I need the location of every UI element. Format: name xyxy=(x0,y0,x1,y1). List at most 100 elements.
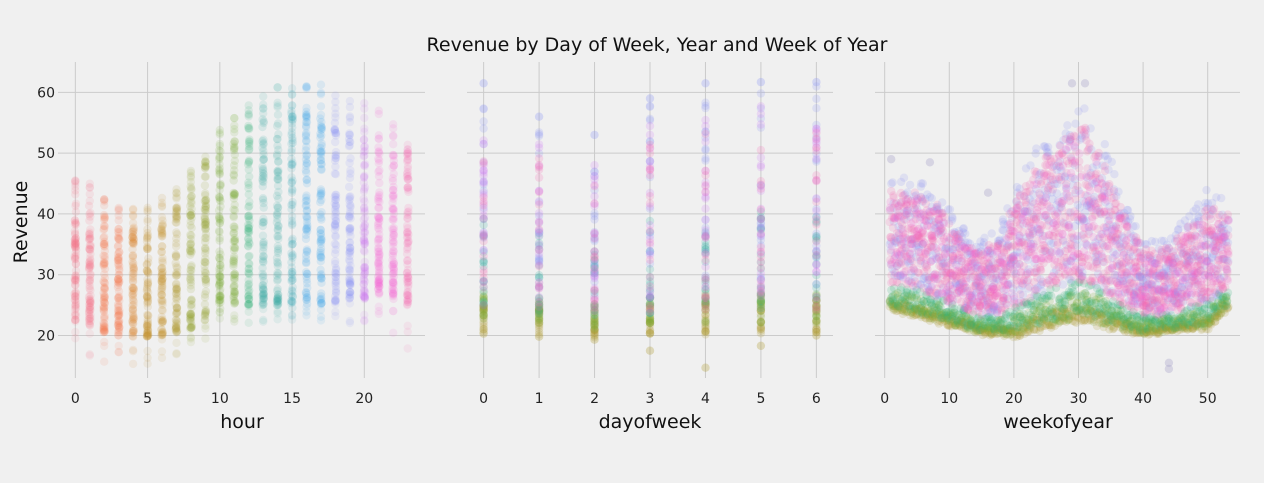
data-point xyxy=(187,266,196,275)
data-point xyxy=(245,239,254,248)
y-tick-label: 60 xyxy=(37,85,55,101)
data-point xyxy=(374,106,383,115)
data-point xyxy=(701,98,710,107)
data-point xyxy=(244,214,253,223)
data-point xyxy=(244,184,253,193)
data-point xyxy=(172,279,181,288)
data-point xyxy=(128,233,137,242)
data-point xyxy=(200,293,210,302)
data-point xyxy=(186,278,196,287)
data-point xyxy=(71,243,80,252)
data-point xyxy=(273,171,283,181)
data-point xyxy=(229,146,239,155)
data-point xyxy=(171,315,181,325)
data-point xyxy=(113,249,123,258)
data-point xyxy=(359,172,369,182)
data-point xyxy=(186,281,195,290)
data-point xyxy=(143,234,152,243)
data-point xyxy=(201,279,211,288)
data-point xyxy=(115,322,124,332)
data-point xyxy=(128,317,137,327)
data-point xyxy=(157,247,167,256)
data-point xyxy=(230,190,240,199)
data-point xyxy=(244,157,254,166)
data-point xyxy=(259,258,268,267)
data-point xyxy=(756,145,766,155)
data-point xyxy=(158,254,167,263)
data-point xyxy=(129,326,138,336)
data-point xyxy=(244,227,253,236)
data-point xyxy=(187,185,196,194)
data-point xyxy=(128,212,138,221)
data-point xyxy=(259,117,268,126)
data-point xyxy=(157,227,166,236)
data-point xyxy=(534,128,544,137)
data-point xyxy=(143,281,153,290)
data-point xyxy=(244,224,253,233)
data-point xyxy=(317,208,326,217)
data-point xyxy=(590,285,599,294)
data-point xyxy=(129,265,138,274)
data-point xyxy=(100,195,109,205)
data-point xyxy=(128,290,137,299)
data-point xyxy=(143,232,152,241)
data-point xyxy=(812,292,821,301)
data-point xyxy=(259,317,268,326)
data-point xyxy=(71,186,80,195)
data-point xyxy=(114,325,124,335)
data-point xyxy=(85,320,94,329)
data-point xyxy=(229,287,239,296)
data-point xyxy=(158,258,167,267)
data-point xyxy=(172,295,181,304)
data-point xyxy=(172,188,181,197)
data-point xyxy=(144,331,153,340)
data-point xyxy=(244,275,253,285)
data-point xyxy=(114,278,123,288)
data-point xyxy=(186,211,195,220)
data-point xyxy=(230,114,239,123)
data-point xyxy=(71,239,81,248)
data-point xyxy=(258,162,267,171)
data-point xyxy=(115,270,124,279)
data-point xyxy=(258,115,267,124)
data-point xyxy=(258,122,267,132)
data-point xyxy=(244,227,254,237)
data-point xyxy=(85,230,94,239)
data-point xyxy=(215,212,224,221)
data-point xyxy=(70,252,79,261)
data-point xyxy=(100,246,110,256)
data-point xyxy=(100,327,109,336)
data-point xyxy=(230,224,239,234)
data-point xyxy=(99,318,108,328)
data-point xyxy=(143,279,152,288)
data-point xyxy=(115,310,124,320)
data-point xyxy=(259,109,268,118)
data-point xyxy=(143,275,152,284)
data-point xyxy=(142,321,152,331)
data-point xyxy=(128,233,137,242)
data-point xyxy=(172,208,181,217)
data-point xyxy=(259,304,268,314)
data-point xyxy=(330,128,339,137)
data-point xyxy=(143,331,152,341)
data-point xyxy=(172,271,181,280)
data-point xyxy=(243,241,253,250)
data-point xyxy=(200,272,209,281)
data-point xyxy=(302,212,311,221)
data-point xyxy=(186,201,195,211)
data-point xyxy=(114,311,123,321)
data-point xyxy=(171,271,181,280)
data-point xyxy=(129,264,138,273)
y-axis-label: Revenue xyxy=(10,181,32,264)
data-point xyxy=(114,225,123,234)
data-point xyxy=(172,234,181,243)
data-point xyxy=(229,252,239,261)
data-point xyxy=(186,311,195,320)
data-point xyxy=(403,344,412,353)
data-point xyxy=(115,316,124,326)
data-point xyxy=(114,301,123,311)
data-point xyxy=(258,298,267,307)
data-point xyxy=(215,278,225,288)
data-point xyxy=(259,290,268,300)
data-point xyxy=(479,268,488,278)
